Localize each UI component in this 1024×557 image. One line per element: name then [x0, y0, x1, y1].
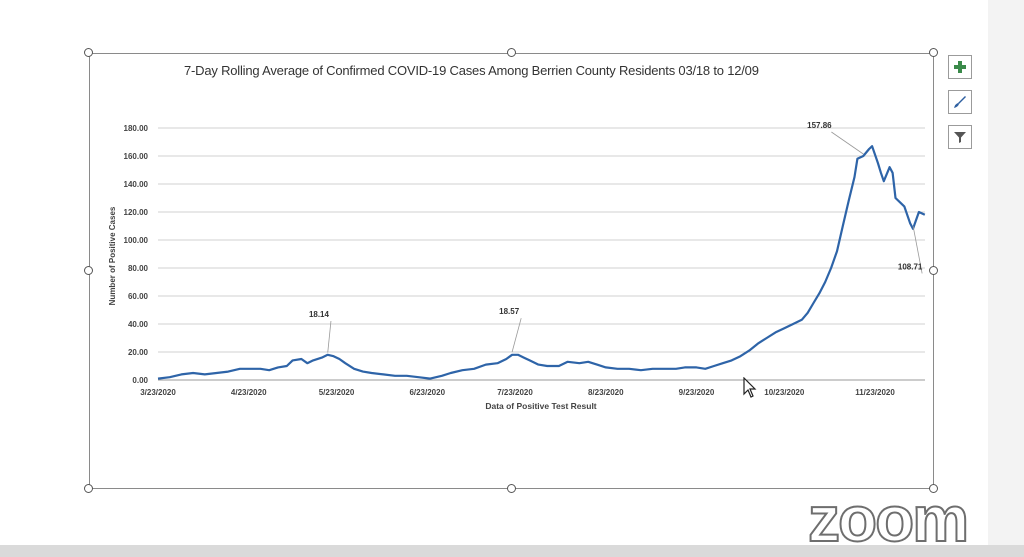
- document-page: [0, 0, 988, 545]
- chart-elements-button[interactable]: [948, 55, 972, 79]
- chart-filters-button[interactable]: [948, 125, 972, 149]
- y-tick-label: 0.00: [132, 376, 148, 385]
- resize-handle-right[interactable]: [929, 266, 938, 275]
- resize-handle-left[interactable]: [84, 266, 93, 275]
- y-tick-label: 20.00: [128, 348, 149, 357]
- data-annotations: 18.14 18.57 157.86 108.71: [309, 121, 923, 353]
- data-label: 108.71: [898, 262, 923, 271]
- data-label: 18.57: [499, 307, 520, 316]
- x-tick-label: 11/23/2020: [855, 388, 895, 397]
- resize-handle-top-left[interactable]: [84, 48, 93, 57]
- annotation-leader-line: [912, 225, 923, 274]
- gridlines: [158, 127, 925, 381]
- y-tick-label: 140.00: [124, 180, 149, 189]
- x-tick-label: 5/23/2020: [319, 388, 355, 397]
- chart-title: 7-Day Rolling Average of Confirmed COVID…: [184, 63, 759, 78]
- x-tick-label: 8/23/2020: [588, 388, 624, 397]
- x-tick-label: 9/23/2020: [679, 388, 715, 397]
- chart-styles-button[interactable]: [948, 90, 972, 114]
- x-axis-ticks: 3/23/2020 4/23/2020 5/23/2020 6/23/2020 7/23…: [140, 388, 895, 397]
- y-axis-ticks: 0.00 20.00 40.00 60.00 80.00 100.00 120.00 140.…: [124, 124, 149, 385]
- x-tick-label: 4/23/2020: [231, 388, 267, 397]
- y-tick-label: 120.00: [124, 208, 149, 217]
- resize-handle-bottom-right[interactable]: [929, 484, 938, 493]
- resize-handle-top[interactable]: [507, 48, 516, 57]
- zoom-watermark: zoom: [807, 483, 970, 555]
- x-axis-label: Data of Positive Test Result: [485, 401, 596, 411]
- data-label: 157.86: [807, 121, 832, 130]
- annotation-leader-line: [327, 320, 332, 353]
- y-axis-label: Number of Positive Cases: [108, 206, 117, 305]
- y-tick-label: 160.00: [124, 152, 149, 161]
- y-tick-label: 60.00: [128, 292, 149, 301]
- data-label: 18.14: [309, 310, 330, 319]
- window-margin: [988, 0, 1024, 557]
- y-tick-label: 100.00: [124, 236, 149, 245]
- annotation-leader-line: [831, 131, 864, 155]
- filter-icon: [954, 132, 966, 143]
- annotation-leader-line: [511, 318, 522, 353]
- x-tick-label: 6/23/2020: [409, 388, 445, 397]
- resize-handle-bottom-left[interactable]: [84, 484, 93, 493]
- x-tick-label: 7/23/2020: [497, 388, 533, 397]
- y-tick-label: 40.00: [128, 320, 149, 329]
- resize-handle-top-right[interactable]: [929, 48, 938, 57]
- x-tick-label: 3/23/2020: [140, 388, 176, 397]
- series-line-rolling-average: [157, 145, 926, 380]
- y-tick-label: 180.00: [124, 124, 149, 133]
- x-tick-label: 10/23/2020: [764, 388, 805, 397]
- paintbrush-icon: [954, 96, 966, 108]
- bottom-bar: [0, 545, 1024, 557]
- resize-handle-bottom[interactable]: [507, 484, 516, 493]
- mouse-cursor-icon: [743, 377, 757, 398]
- y-tick-label: 80.00: [128, 264, 149, 273]
- plus-icon: [954, 61, 966, 73]
